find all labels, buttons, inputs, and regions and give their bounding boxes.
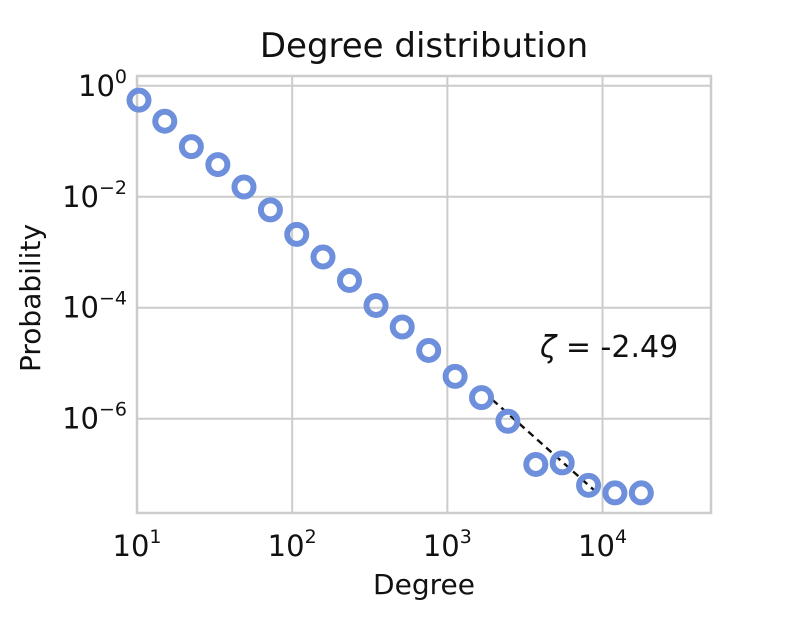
data-point: [178, 134, 204, 160]
data-point: [257, 197, 283, 223]
data-point: [126, 87, 152, 113]
data-point: [310, 244, 336, 270]
y-tick-label: 10−6: [62, 399, 127, 436]
point-layer: [126, 87, 654, 506]
y-tick-label: 10−4: [62, 288, 127, 325]
data-point: [576, 472, 602, 498]
data-point: [442, 363, 468, 389]
tick-layer: 101 102 103 104 100 10−2 10−4 10−6: [62, 66, 627, 563]
data-point: [152, 108, 178, 134]
data-point: [469, 385, 495, 411]
x-axis-label: Degree: [373, 568, 475, 601]
data-point: [495, 408, 521, 434]
x-tick-label: 102: [268, 526, 317, 563]
x-tick-label: 103: [423, 526, 472, 563]
fit-layer: ζ = -2.49: [491, 330, 678, 496]
plot-frame: [135, 74, 713, 515]
grid-layer: [136, 76, 711, 513]
y-tick-label: 10−2: [62, 177, 127, 214]
data-point: [549, 450, 575, 476]
data-point: [523, 451, 549, 477]
x-tick-label: 104: [578, 526, 627, 563]
data-point: [602, 480, 628, 506]
data-point: [231, 174, 257, 200]
data-point: [284, 221, 310, 247]
data-point: [389, 314, 415, 340]
data-point: [336, 267, 362, 293]
fit-annotation: ζ = -2.49: [539, 330, 678, 365]
data-point: [205, 152, 231, 178]
data-point: [628, 480, 654, 506]
y-tick-label: 100: [78, 66, 127, 103]
x-tick-label: 101: [113, 526, 162, 563]
data-point: [363, 292, 389, 318]
data-point: [416, 337, 442, 363]
chart-title: Degree distribution: [260, 26, 588, 66]
y-axis-label: Probability: [14, 224, 47, 372]
